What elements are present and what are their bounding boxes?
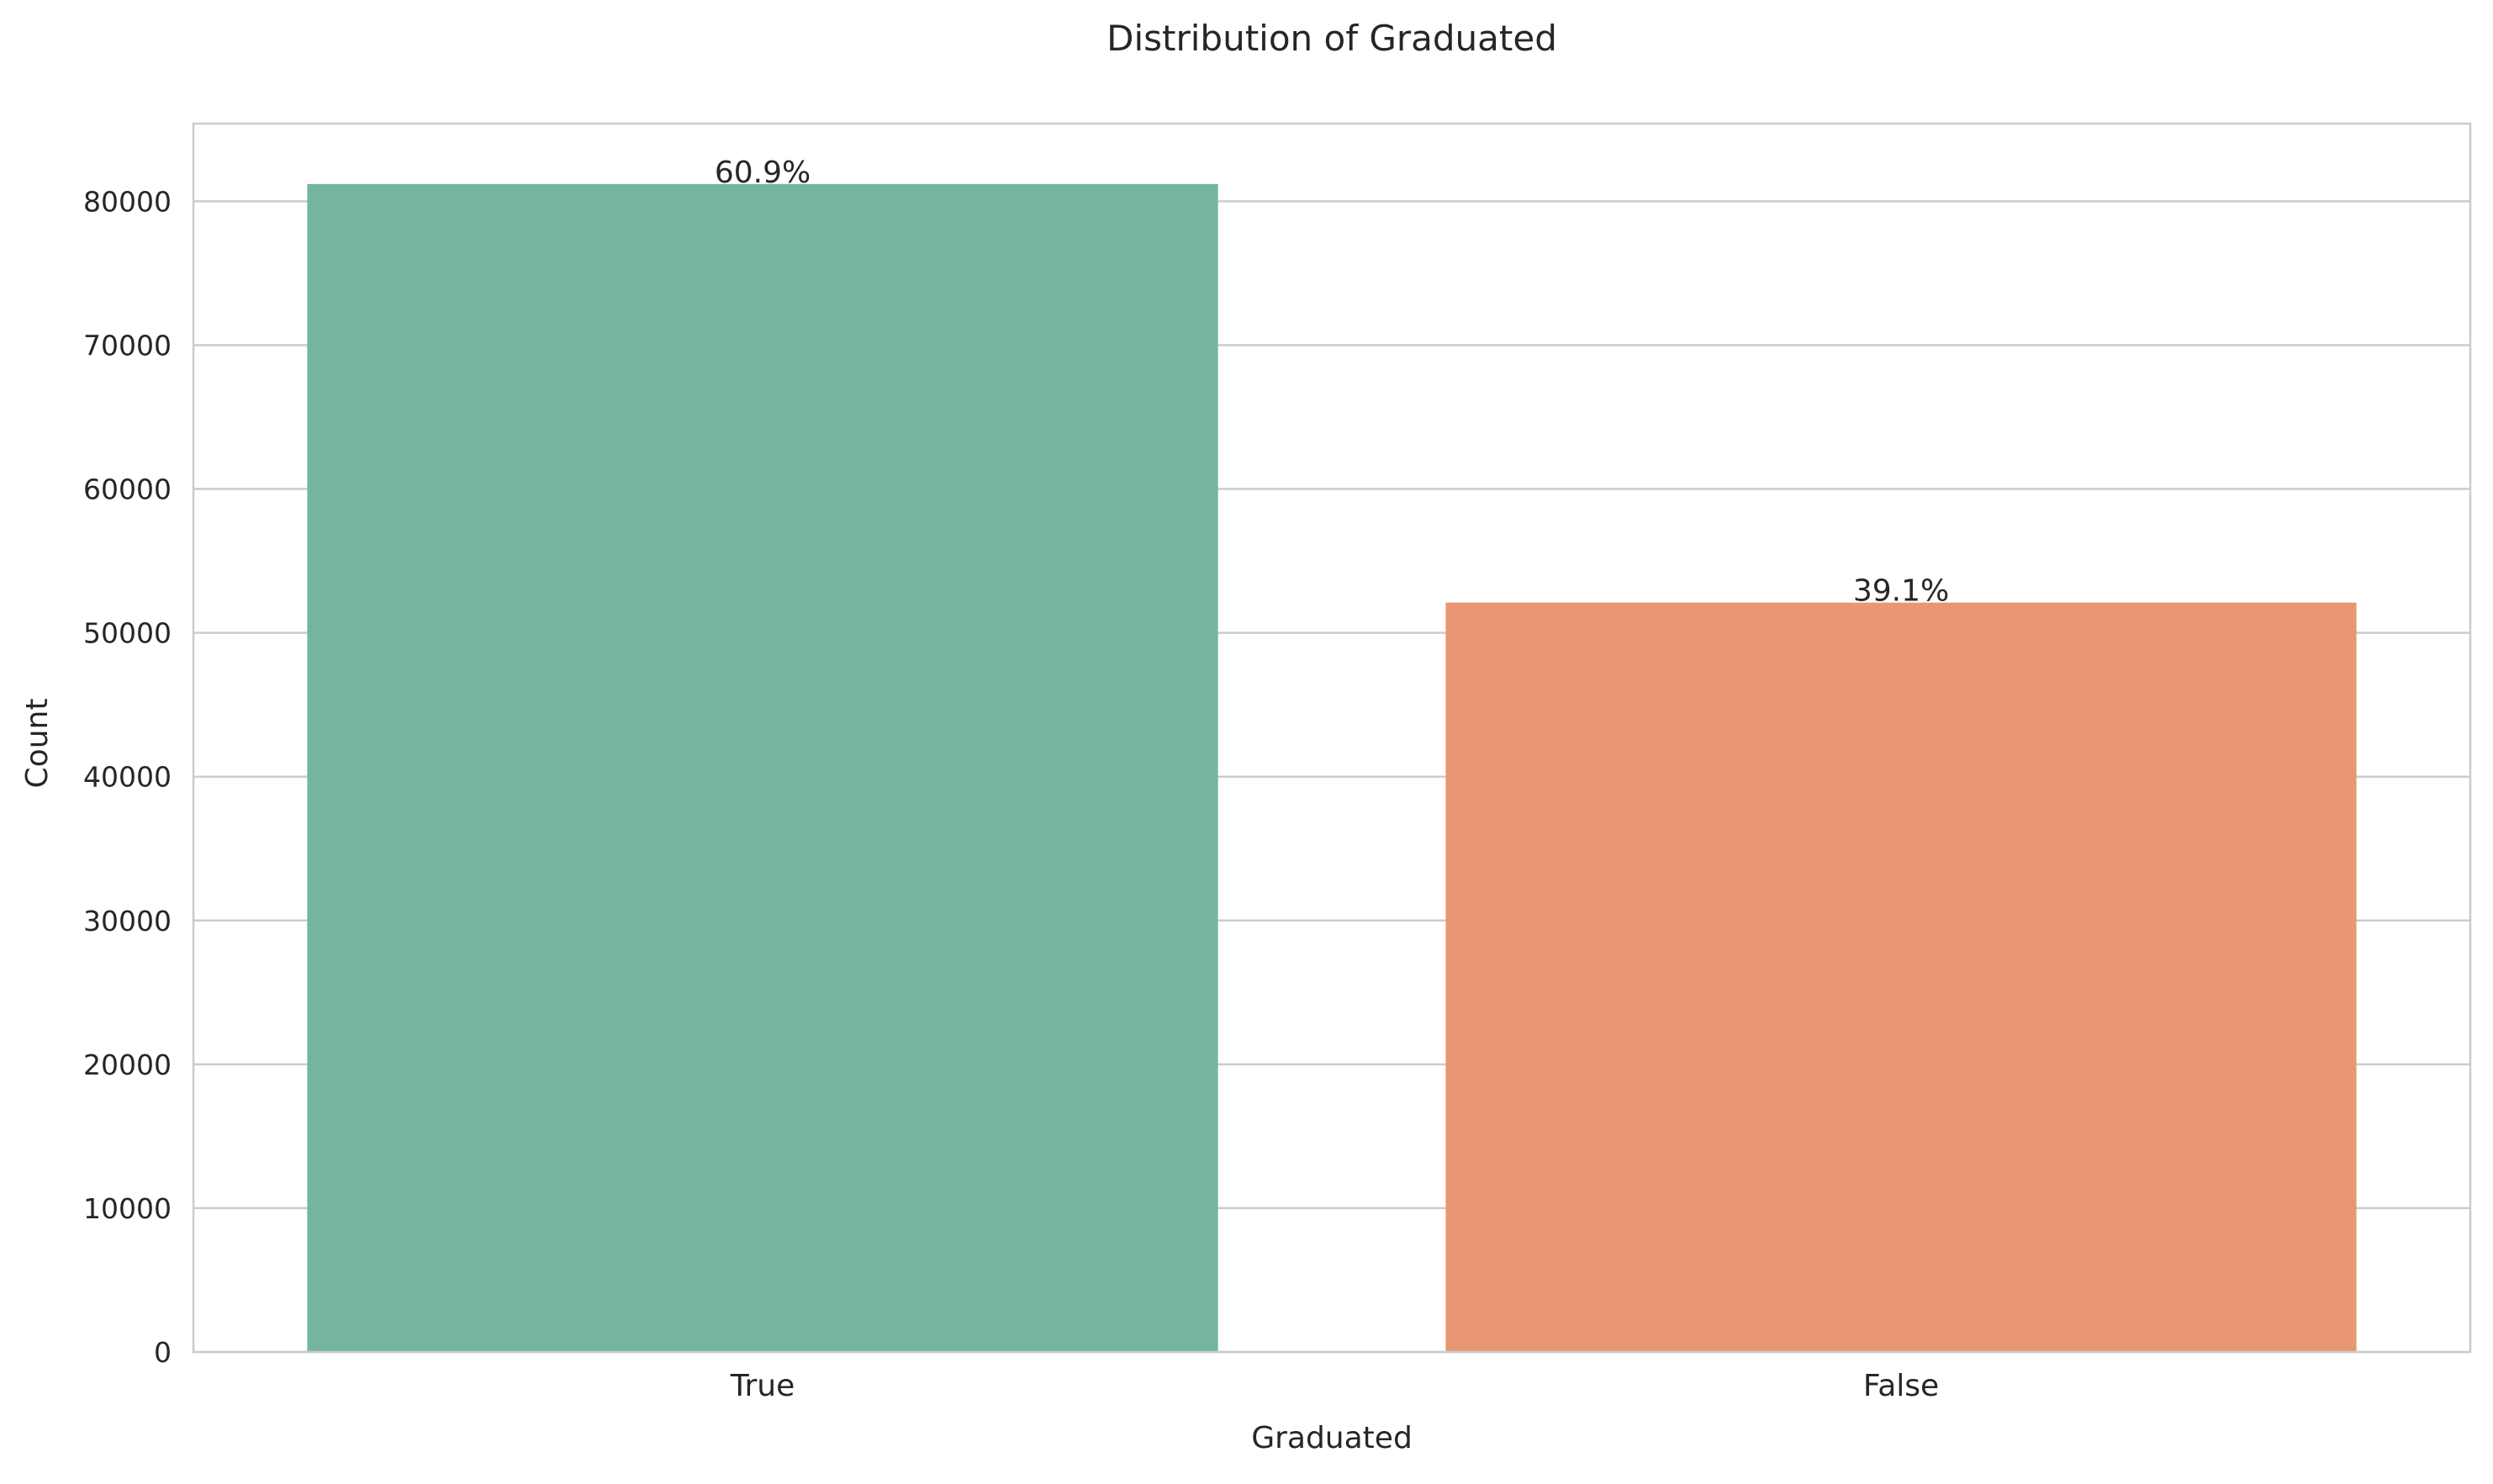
y-tick-label: 30000 — [83, 905, 172, 937]
bar-data-labels: 60.9% 39.1% — [715, 156, 1949, 609]
y-tick-labels: 0 10000 20000 30000 40000 50000 60000 70000 8000… — [83, 185, 172, 1369]
x-tick-label: False — [1863, 1369, 1939, 1403]
y-tick-label: 80000 — [83, 185, 172, 218]
bars — [307, 183, 2357, 1353]
plot-frame — [192, 122, 2472, 1354]
x-tick-labels: True False — [730, 1369, 1939, 1403]
plot-border — [192, 122, 2472, 1354]
y-tick-label: 70000 — [83, 329, 172, 362]
y-tick-label: 20000 — [83, 1048, 172, 1081]
chart-title: Distribution of Graduated — [1107, 18, 1557, 59]
bar-data-label: 60.9% — [715, 156, 811, 190]
x-axis-label: Graduated — [1251, 1421, 1413, 1455]
bar-data-label: 39.1% — [1853, 574, 1949, 609]
y-tick-label: 40000 — [83, 761, 172, 794]
y-tick-label: 0 — [154, 1336, 172, 1369]
bar-true — [307, 183, 1218, 1353]
y-tick-label: 10000 — [83, 1192, 172, 1225]
x-tick-label: True — [730, 1369, 795, 1403]
bar-false — [1445, 602, 2357, 1352]
y-tick-label: 60000 — [83, 473, 172, 506]
y-axis-label: Count — [20, 699, 55, 789]
y-tick-label: 50000 — [83, 617, 172, 650]
